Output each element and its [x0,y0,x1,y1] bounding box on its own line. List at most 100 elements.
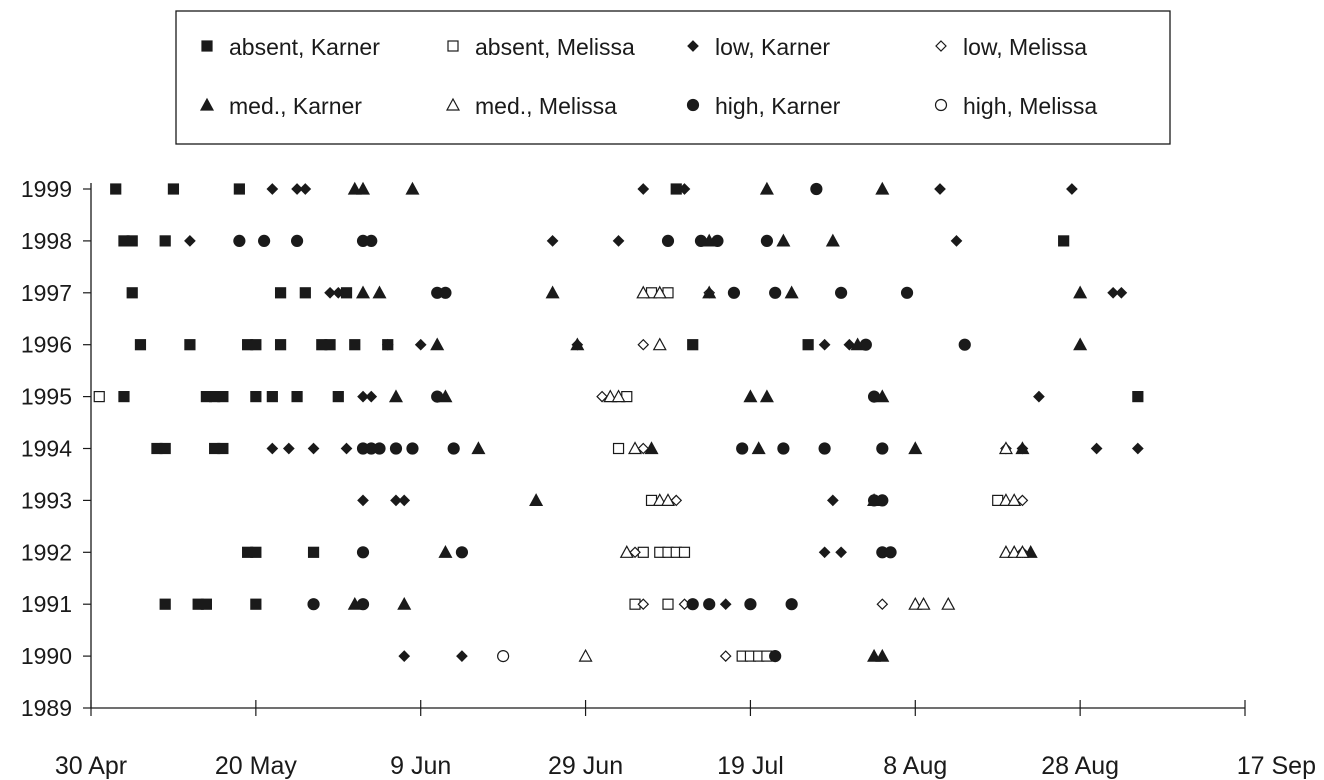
point-high-karner [777,442,790,455]
point-low-karner [818,546,831,559]
point-absent-melissa [662,598,674,610]
series-high-melissa [497,649,510,663]
y-tick-label: 1993 [21,487,72,513]
point-absent-karner [159,598,171,610]
point-med-karner [784,285,799,299]
point-high-karner [769,649,782,663]
point-high-karner [356,598,370,611]
point-absent-karner [134,339,147,351]
point-absent-karner [299,287,311,299]
legend-label-med-karner: med., Karner [229,93,362,119]
x-tick-label: 28 Aug [1041,752,1119,780]
point-low-karner [612,235,625,247]
point-med-karner [743,389,758,403]
x-tick-label: 20 May [215,752,297,780]
legend-marker-med-melissa [445,97,461,111]
point-high-karner [810,182,823,196]
point-med-karner [825,233,840,247]
y-tick-label: 1997 [21,280,72,306]
point-med-karner [1015,441,1030,455]
point-absent-karner [126,287,138,299]
point-absent-karner [110,183,122,195]
point-high-karner [431,390,444,403]
point-med-karner [751,441,766,455]
series-med-karner [347,181,1088,662]
point-low-karner [398,650,411,662]
point-high-karner [356,546,370,559]
point-high-karner [769,286,782,299]
point-med-melissa [628,441,643,455]
point-low-karner [1033,390,1045,403]
x-tick-label: 19 Jul [717,752,784,780]
legend-label-low-melissa: low, Melissa [963,34,1087,60]
point-absent-karner [250,546,262,558]
x-tick-label: 30 Apr [55,752,127,780]
legend-label-med-melissa: med., Melissa [475,93,617,119]
point-low-karner [1107,286,1119,299]
point-med-melissa [652,493,667,506]
point-high-karner [455,546,469,559]
legend-marker-low-karner [687,40,699,52]
point-high-karner [258,234,271,247]
point-low-melissa [670,494,683,507]
point-absent-karner [266,391,278,403]
legend-marker-absent-karner [201,40,213,52]
point-med-melissa [636,285,651,299]
point-med-melissa [1007,545,1022,558]
point-low-melissa [629,546,641,559]
point-med-karner [388,389,403,403]
legend: absent, Karner absent, Melissa low, Karner… [175,10,1171,145]
point-low-karner [332,286,345,299]
point-high-karner [867,390,881,403]
point-med-karner [570,337,585,351]
point-absent-melissa [678,546,691,558]
point-absent-karner [274,339,287,351]
point-low-karner [1066,183,1078,195]
point-low-karner [950,235,963,247]
point-med-karner [875,181,890,195]
point-low-karner [1131,442,1144,455]
point-high-melissa [497,649,510,663]
point-high-karner [439,286,452,299]
point-low-karner [843,338,856,351]
point-med-karner [397,596,412,610]
point-absent-karner [159,442,171,455]
point-absent-karner [233,183,245,195]
y-tick-label: 1996 [21,332,72,358]
point-med-karner [347,181,362,195]
point-med-melissa [998,493,1013,506]
point-med-melissa [611,389,626,403]
point-low-karner [678,183,691,195]
legend-marker-high-melissa [934,98,948,112]
y-tick-label: 1998 [21,228,72,254]
point-high-karner [694,234,708,247]
point-high-karner [859,338,872,351]
point-med-melissa [578,648,593,662]
point-low-karner [365,390,378,403]
point-med-karner [875,648,890,662]
point-high-karner [389,442,403,455]
y-tick-label: 1995 [21,384,72,410]
legend-label-high-karner: high, Karner [715,93,841,119]
point-high-karner [703,598,716,611]
point-high-karner [661,234,675,247]
point-absent-melissa [612,442,625,455]
point-low-karner [934,183,946,195]
point-absent-karner [324,339,336,351]
point-low-karner [835,546,847,559]
legend-label-high-melissa: high, Melissa [963,93,1097,119]
point-low-melissa [596,390,608,403]
y-tick-label: 1990 [21,643,72,669]
point-low-melissa [876,598,889,611]
point-absent-karner [332,391,344,403]
point-med-karner [1023,545,1038,558]
point-absent-karner [307,546,320,558]
point-low-karner [456,650,468,662]
point-high-karner [447,442,460,455]
point-med-karner [405,181,420,195]
point-low-melissa [637,598,650,611]
point-high-karner [744,598,757,611]
point-low-melissa [637,338,650,351]
point-absent-karner [250,339,262,351]
legend-label-absent-karner: absent, Karner [229,34,380,60]
